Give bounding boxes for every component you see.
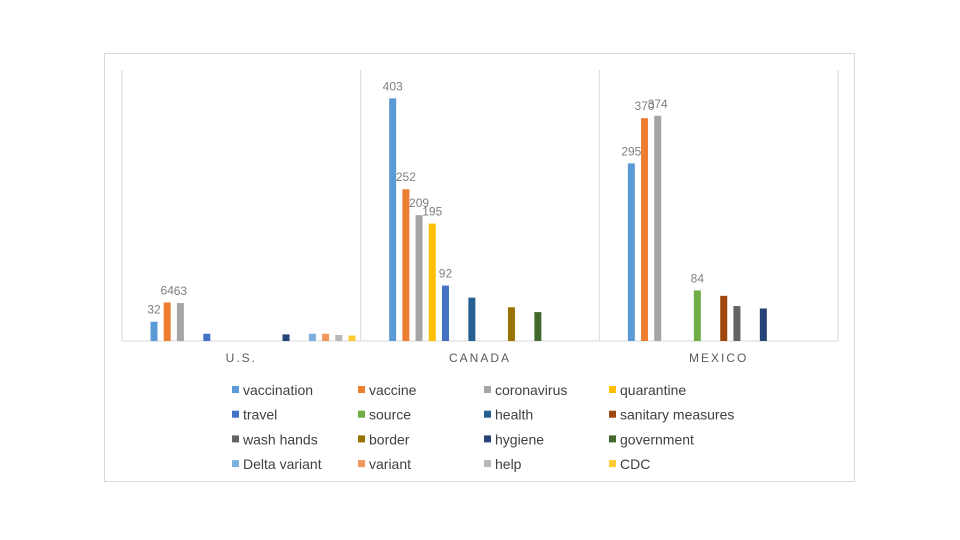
bar — [693, 290, 701, 341]
bar — [507, 307, 515, 341]
bar — [534, 312, 542, 341]
bar — [654, 115, 662, 341]
bar — [203, 333, 211, 341]
data-label: 63 — [174, 284, 188, 298]
data-label: 195 — [422, 205, 442, 219]
legend-entry: source — [369, 407, 411, 423]
bar — [441, 285, 449, 341]
legend-swatch — [232, 386, 239, 393]
legend-swatch — [609, 435, 616, 443]
legend-swatch — [484, 410, 491, 418]
legend-entry: Delta variant — [243, 456, 322, 472]
data-label: 64 — [161, 283, 175, 297]
category-label: MEXICO — [689, 351, 748, 365]
legend-swatch — [609, 410, 616, 418]
legend: vaccination vaccine coronavirus quarantine t… — [232, 382, 734, 472]
legend-swatch — [484, 460, 491, 468]
legend-swatch — [358, 410, 365, 418]
legend-swatch — [232, 435, 239, 443]
legend-swatch — [358, 435, 365, 443]
legend-swatch — [484, 386, 491, 393]
legend-entry: government — [620, 431, 694, 447]
category-label-layer: U.S. CANADA MEXICO — [226, 351, 748, 365]
bar — [150, 321, 158, 341]
bar-chart: 32 403 295 64 252 370 63 209 374 195 92 84 U.S. CANA… — [121, 70, 839, 472]
data-label: 92 — [439, 267, 453, 281]
legend-swatch — [609, 386, 616, 393]
legend-entry: health — [495, 407, 533, 423]
legend-swatch — [358, 460, 365, 468]
bar — [335, 334, 343, 341]
bar — [415, 215, 423, 341]
bar — [322, 333, 330, 341]
bar — [641, 118, 649, 341]
category-label: CANADA — [449, 351, 511, 365]
data-label: 32 — [147, 303, 161, 317]
legend-entry: CDC — [620, 456, 650, 472]
bar — [308, 333, 316, 341]
axis-layer — [121, 70, 839, 342]
category-label: U.S. — [226, 351, 257, 365]
data-label: 374 — [648, 97, 668, 111]
legend-swatch — [484, 435, 491, 443]
legend-entry: help — [495, 456, 522, 472]
chart-frame: 32 403 295 64 252 370 63 209 374 195 92 84 U.S. CANA… — [104, 53, 855, 482]
legend-entry: vaccination — [243, 382, 313, 398]
legend-entry: wash hands — [242, 431, 318, 447]
data-label: 370 — [635, 99, 655, 113]
bar — [759, 308, 767, 341]
legend-entry: sanitary measures — [620, 407, 734, 423]
bar — [389, 98, 397, 341]
bar — [428, 223, 436, 341]
legend-swatch — [232, 410, 239, 418]
legend-entry: vaccine — [369, 382, 417, 398]
legend-entry: quarantine — [620, 382, 686, 398]
legend-entry: coronavirus — [495, 382, 567, 398]
bar — [468, 297, 476, 341]
data-label: 295 — [621, 144, 641, 158]
legend-entry: variant — [369, 456, 411, 472]
legend-swatch — [232, 460, 239, 468]
legend-entry: travel — [243, 407, 277, 423]
bar-layer — [150, 98, 767, 341]
bar — [176, 303, 184, 341]
data-label: 403 — [383, 79, 403, 93]
data-label-layer: 32 403 295 64 252 370 63 209 374 195 92 84 — [147, 79, 704, 316]
bar — [282, 334, 290, 341]
legend-swatch — [358, 386, 365, 393]
bar — [163, 302, 171, 341]
legend-entry: border — [369, 431, 410, 447]
data-label: 252 — [396, 170, 416, 184]
bar — [627, 163, 635, 341]
bar — [733, 306, 741, 341]
legend-entry: hygiene — [495, 431, 544, 447]
bar — [720, 295, 728, 341]
data-label: 209 — [409, 196, 429, 210]
bar — [402, 189, 410, 341]
bar — [348, 335, 356, 341]
legend-swatch — [609, 460, 616, 468]
data-label: 84 — [691, 271, 705, 285]
